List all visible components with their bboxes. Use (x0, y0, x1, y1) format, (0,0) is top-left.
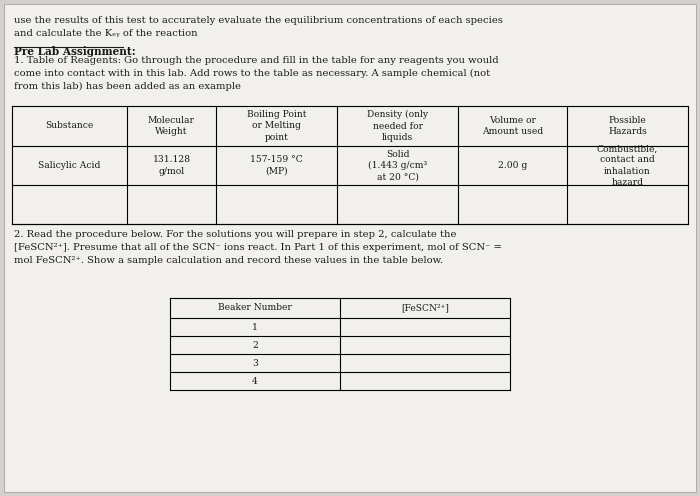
Text: Substance: Substance (46, 122, 94, 130)
Text: 2: 2 (252, 340, 258, 350)
Text: 157-159 °C
(MP): 157-159 °C (MP) (251, 155, 303, 176)
Text: Boiling Point
or Melting
point: Boiling Point or Melting point (247, 111, 307, 141)
Text: 3: 3 (252, 359, 258, 368)
Text: Combustible,
contact and
inhalation
hazard: Combustible, contact and inhalation haza… (597, 144, 658, 186)
Text: Pre Lab Assignment:: Pre Lab Assignment: (14, 46, 136, 57)
Text: Density (only
needed for
liquids: Density (only needed for liquids (368, 110, 428, 142)
FancyBboxPatch shape (4, 4, 696, 492)
Text: Molecular
Weight: Molecular Weight (148, 116, 195, 136)
Text: [FeSCN²⁺]: [FeSCN²⁺] (401, 304, 449, 312)
Text: 1. Table of Reagents: Go through the procedure and fill in the table for any rea: 1. Table of Reagents: Go through the pro… (14, 56, 498, 91)
Text: Beaker Number: Beaker Number (218, 304, 292, 312)
Text: 131.128
g/mol: 131.128 g/mol (153, 155, 190, 176)
Text: 4: 4 (252, 376, 258, 385)
Text: Salicylic Acid: Salicylic Acid (38, 161, 101, 170)
Text: Possible
Hazards: Possible Hazards (608, 116, 647, 136)
Text: 2.00 g: 2.00 g (498, 161, 527, 170)
Text: Volume or
Amount used: Volume or Amount used (482, 116, 543, 136)
Text: 1: 1 (252, 322, 258, 331)
Text: Solid
(1.443 g/cm³
at 20 °C): Solid (1.443 g/cm³ at 20 °C) (368, 150, 428, 181)
Text: 2. Read the procedure below. For the solutions you will prepare in step 2, calcu: 2. Read the procedure below. For the sol… (14, 230, 502, 265)
Text: use the results of this test to accurately evaluate the equilibrium concentratio: use the results of this test to accurate… (14, 16, 503, 38)
